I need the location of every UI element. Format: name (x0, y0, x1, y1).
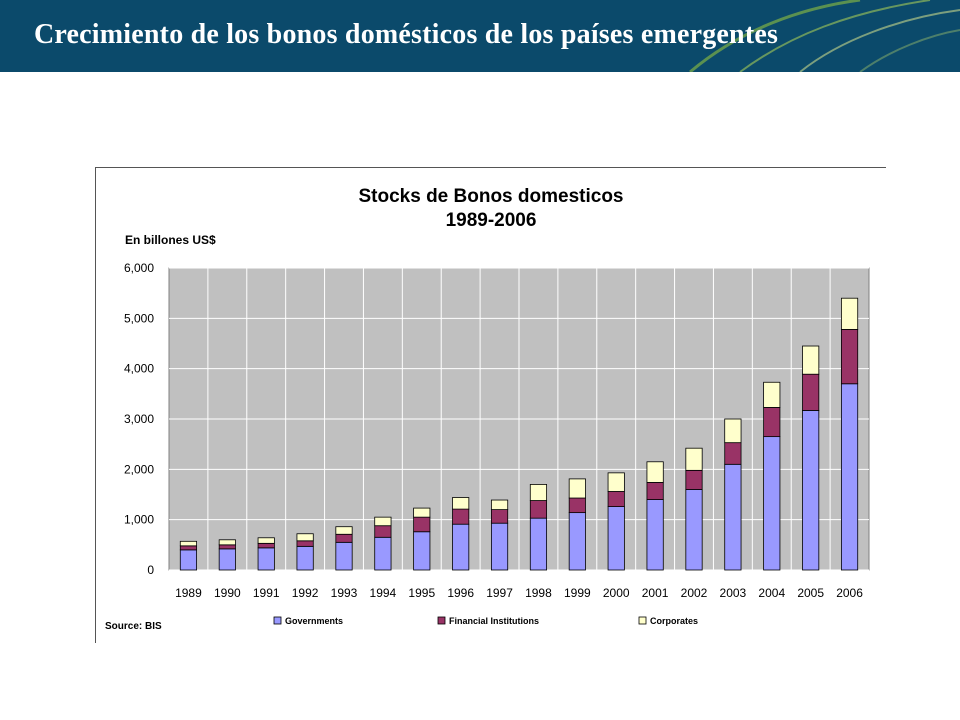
bar-segment (374, 525, 392, 538)
bar-segment (490, 509, 509, 524)
legend-label: Governments (285, 616, 343, 626)
y-tick-label: 0 (147, 563, 154, 577)
bar-segment (840, 329, 859, 385)
bar-segment (685, 447, 703, 471)
bar-segment (218, 544, 236, 550)
x-tick-label: 2002 (681, 586, 708, 600)
x-tick-label: 2004 (758, 586, 785, 600)
legend-label: Corporates (650, 616, 698, 626)
bar-segment (257, 547, 275, 571)
source-note: Source: BIS (105, 621, 162, 632)
bar-segment (335, 526, 353, 535)
bar-segment (296, 545, 314, 571)
bar-segment (218, 539, 236, 546)
bar-segment (646, 499, 664, 571)
bar-segment (452, 508, 470, 525)
x-tick-label: 1999 (564, 586, 591, 600)
bar-segment (763, 381, 781, 408)
bar-segment (452, 497, 470, 510)
y-tick-label: 5,000 (124, 311, 154, 325)
x-tick-label: 2001 (642, 586, 669, 600)
bar-segment (840, 297, 859, 330)
bar-segment (724, 463, 742, 571)
header-decoration (689, 0, 960, 72)
bar-segment (413, 507, 431, 518)
y-tick-label: 3,000 (124, 412, 154, 426)
bar-segment (724, 418, 742, 444)
bar-segment (257, 537, 275, 544)
x-tick-label: 1994 (370, 586, 397, 600)
bar-segment (452, 523, 470, 571)
bar-segment (374, 516, 392, 527)
bar-segment (490, 522, 509, 571)
bar-segment (802, 345, 820, 375)
bar-segment (413, 531, 431, 571)
bar-segment (374, 536, 392, 571)
y-tick-label: 2,000 (124, 462, 154, 476)
legend-swatch (273, 616, 282, 625)
bar-segment (607, 506, 625, 571)
bar-segment (646, 461, 664, 483)
bar-segment (568, 497, 586, 514)
bar-segment (724, 442, 742, 465)
bar-segment (802, 410, 820, 571)
chart-frame: Stocks de Bonos domesticos 1989-2006 En bi… (95, 167, 886, 643)
y-tick-label: 4,000 (124, 362, 154, 376)
x-tick-label: 1998 (525, 586, 552, 600)
bar-segment (529, 484, 548, 501)
bar-segment (413, 516, 431, 533)
x-tick-label: 1992 (292, 586, 319, 600)
chart-title: Stocks de Bonos domesticos (358, 186, 623, 207)
slide-title: Crecimiento de los bonos domésticos de l… (34, 19, 779, 50)
bar-segment (763, 407, 781, 438)
bar-segment (685, 469, 703, 490)
bar-segment (179, 540, 198, 547)
bar-segment (802, 373, 820, 411)
x-tick-label: 2005 (797, 586, 824, 600)
bar-segment (257, 542, 275, 549)
x-tick-label: 2000 (603, 586, 630, 600)
chart-subtitle: 1989-2006 (446, 210, 537, 231)
bar-segment (218, 548, 236, 571)
bar-segment (685, 489, 703, 571)
bar-segment (529, 500, 548, 519)
bar-segment (179, 549, 198, 571)
stacked-bar-chart: Stocks de Bonos domesticos 1989-2006 En bi… (105, 186, 870, 632)
bar-segment (335, 533, 353, 543)
bar-segment (763, 436, 781, 571)
bar-segment (296, 533, 314, 542)
x-tick-label: 1990 (214, 586, 241, 600)
x-tick-label: 1995 (408, 586, 435, 600)
bar-segment (490, 499, 509, 510)
bar-segment (607, 472, 625, 492)
y-tick-label: 6,000 (124, 261, 154, 275)
x-tick-label: 2003 (720, 586, 747, 600)
bar-segment (840, 383, 859, 571)
bar-segment (179, 545, 198, 551)
slide-header: Crecimiento de los bonos domésticos de l… (0, 0, 960, 72)
x-tick-label: 1996 (447, 586, 474, 600)
unit-label: En billones US$ (125, 233, 216, 247)
bar-segment (335, 541, 353, 571)
legend-swatch (437, 616, 446, 625)
y-tick-label: 1,000 (124, 513, 154, 527)
bar-segment (529, 517, 548, 571)
legend-swatch (638, 616, 647, 625)
bar-segment (296, 540, 314, 547)
bar-segment (646, 482, 664, 500)
x-tick-label: 2006 (836, 586, 863, 600)
x-tick-label: 1989 (175, 586, 202, 600)
x-tick-label: 1991 (253, 586, 280, 600)
x-tick-label: 1993 (331, 586, 358, 600)
bar-segment (607, 491, 625, 507)
legend-label: Financial Institutions (449, 616, 539, 626)
bar-segment (568, 478, 586, 499)
x-tick-label: 1997 (486, 586, 513, 600)
bar-segment (568, 512, 586, 571)
